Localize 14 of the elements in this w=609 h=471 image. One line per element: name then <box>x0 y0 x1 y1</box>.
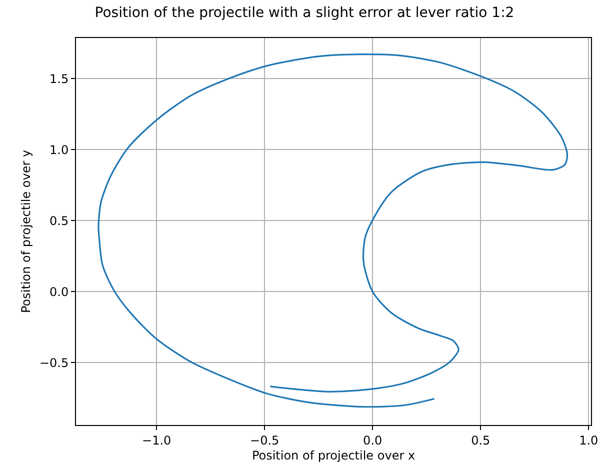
line-series <box>98 54 568 408</box>
y-tick-label: −0.5 <box>39 356 69 370</box>
y-tick-label: 1.5 <box>50 72 69 86</box>
y-tick-label: 0.0 <box>50 284 69 299</box>
x-tick-label: 0.5 <box>471 433 490 448</box>
chart-title: Position of the projectile with a slight error at lever ratio 1:2 <box>94 4 514 21</box>
y-tick-label: 1.0 <box>50 142 69 157</box>
x-tick-label: 0.0 <box>363 433 382 448</box>
x-tick-label: −0.5 <box>250 433 280 448</box>
x-tick-label: 1.0 <box>579 433 598 448</box>
x-axis-title: Position of projectile over x <box>252 448 416 462</box>
y-tick-label: 0.5 <box>50 214 69 228</box>
x-tick-label: −1.0 <box>142 433 172 448</box>
y-axis-title: Position of projectile over y <box>18 150 33 314</box>
